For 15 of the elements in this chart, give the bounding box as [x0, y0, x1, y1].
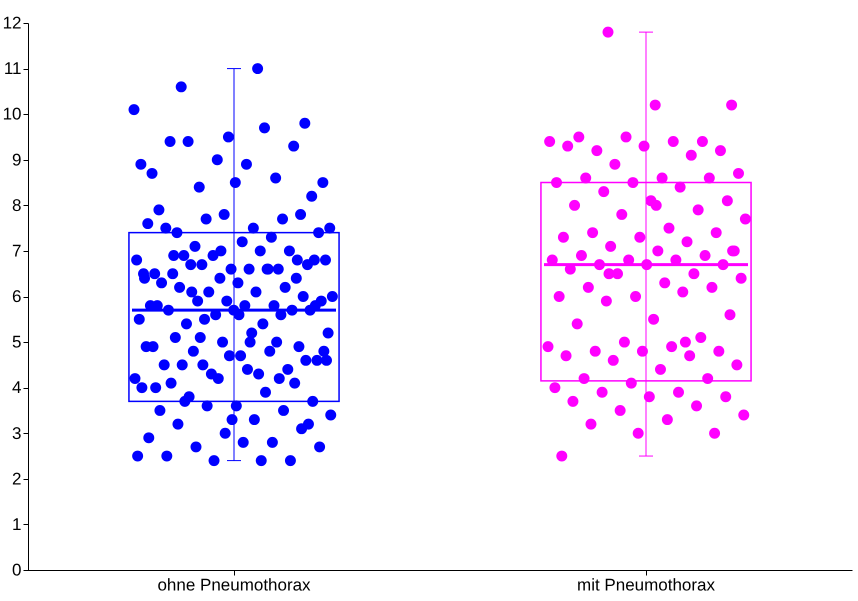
y-tick-label: 2 — [12, 469, 22, 488]
y-tick-label: 11 — [4, 59, 22, 78]
y-tick-label: 7 — [12, 241, 22, 260]
y-tick-label: 0 — [12, 560, 22, 580]
y-tick-label: 9 — [12, 150, 22, 170]
y-tick-label: 12 — [2, 14, 22, 32]
y-tick-label: 6 — [12, 287, 22, 306]
y-tick-label: 1 — [12, 514, 22, 534]
y-tick-label: 8 — [12, 196, 22, 215]
x-tick-label: mit Pneumothorax — [577, 576, 716, 594]
y-tick-label: 10 — [2, 104, 22, 124]
y-tick-label: 4 — [12, 378, 22, 398]
y-tick-label: 5 — [12, 332, 22, 352]
y-tick-label: 3 — [12, 424, 22, 443]
x-tick-label: ohne Pneumothorax — [157, 576, 312, 594]
